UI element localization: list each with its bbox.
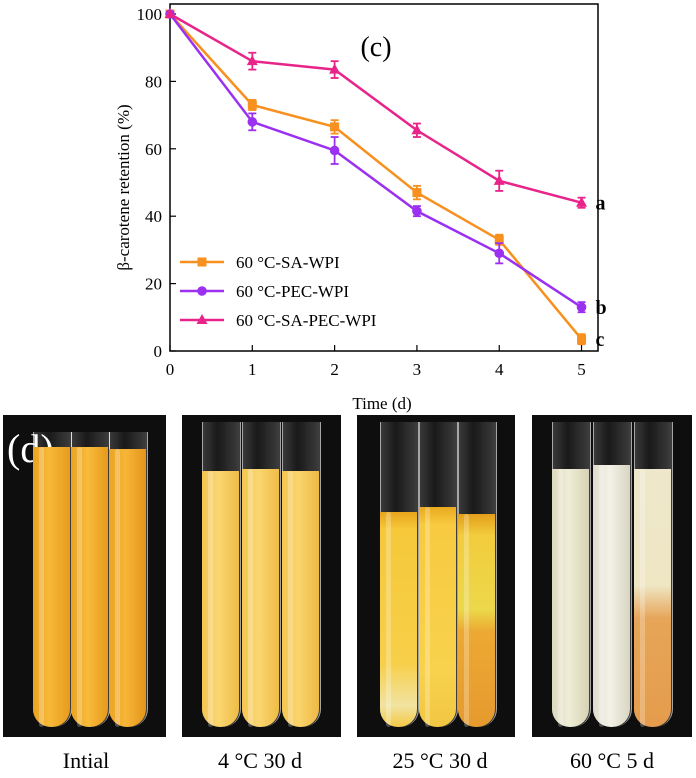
data-point [329, 63, 341, 74]
x-tick-label: 1 [248, 360, 257, 379]
data-point [164, 8, 176, 18]
y-tick-label: 0 [154, 342, 163, 361]
x-tick-label: 3 [413, 360, 422, 379]
photo-4c-30d [182, 415, 341, 737]
x-tick-label: 2 [330, 360, 339, 379]
data-point [494, 248, 505, 259]
x-tick-label: 4 [495, 360, 504, 379]
data-point [577, 334, 587, 344]
significance-letter: a [596, 193, 606, 215]
retention-line-chart: 0 20 40 60 80 100 0 1 2 3 4 5 Time (d) β-carotene ret… [114, 3, 607, 413]
data-point [329, 145, 340, 156]
y-tick-label: 100 [137, 5, 163, 24]
data-point [411, 124, 423, 135]
data-point [246, 55, 258, 66]
y-axis-label: β-carotene retention (%) [114, 104, 133, 270]
data-point [493, 174, 505, 185]
panel-label-c: (c) [360, 32, 391, 63]
data-point [576, 196, 588, 207]
data-point [247, 100, 257, 110]
legend-marker [197, 257, 207, 267]
photo-label-4c: 4 °C 30 d [218, 748, 302, 773]
series-line-1 [169, 13, 583, 309]
significance-letter: b [596, 297, 607, 319]
data-point [330, 122, 340, 132]
photo-label-60c: 60 °C 5 d [570, 748, 654, 773]
legend-marker [196, 314, 208, 324]
x-tick-label: 5 [577, 360, 586, 379]
series-line-0 [169, 13, 583, 341]
legend-marker [197, 286, 207, 296]
data-point [247, 117, 258, 127]
photo-label-25c: 25 °C 30 d [392, 748, 488, 773]
data-point [494, 235, 504, 245]
y-tick-label: 20 [145, 275, 162, 294]
x-axis-label: Time (d) [352, 394, 411, 413]
photo-label-initial: Intial [62, 748, 110, 773]
data-point [412, 206, 422, 216]
data-point [412, 188, 422, 198]
x-tick-label: 0 [166, 360, 175, 379]
data-point [576, 302, 587, 312]
legend-label: 60 °C-SA-PEC-WPI [236, 311, 377, 330]
series-line-2 [169, 12, 582, 204]
tube-photos-panel: (d) Intial 4 °C 30 d 25 ° [0, 415, 696, 778]
photo-initial: (d) [3, 415, 166, 737]
y-tick-label: 80 [145, 72, 162, 91]
legend-label: 60 °C-PEC-WPI [236, 282, 349, 301]
photo-25c-30d [357, 415, 515, 737]
plot-frame [169, 3, 599, 352]
significance-letter: c [596, 329, 605, 351]
y-tick-label: 60 [145, 140, 162, 159]
photo-60c-5d [532, 415, 692, 737]
legend-label: 60 °C-SA-WPI [236, 253, 340, 272]
y-tick-label: 40 [145, 207, 162, 226]
